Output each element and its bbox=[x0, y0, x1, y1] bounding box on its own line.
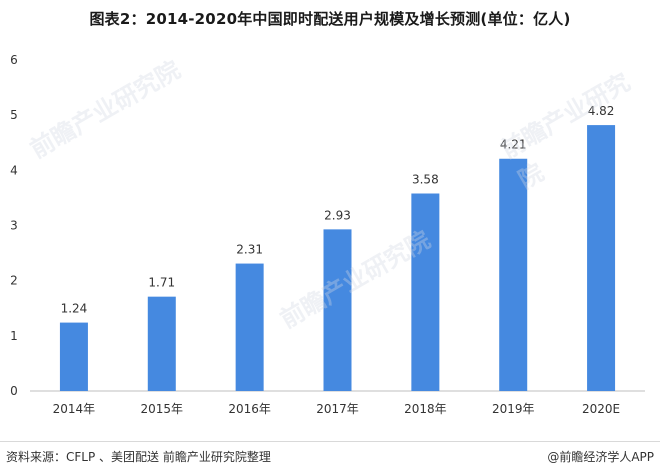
y-tick-label: 1 bbox=[10, 329, 18, 343]
bar-chart: 0 1 2 3 4 5 6 1.24 2014年 1.71 2015年 2.31 2016年 2.93 20… bbox=[10, 53, 645, 416]
data-label: 1.71 bbox=[148, 276, 175, 290]
source-note: 资料来源：CFLP 、美团配送 前瞻产业研究院整理 bbox=[6, 450, 271, 464]
data-label: 4.82 bbox=[588, 104, 615, 118]
bar bbox=[411, 193, 440, 391]
data-label: 3.58 bbox=[412, 173, 439, 187]
bar bbox=[147, 296, 176, 391]
y-tick-label: 6 bbox=[10, 53, 18, 67]
x-tick-label: 2017年 bbox=[316, 402, 359, 416]
bar bbox=[323, 229, 352, 391]
data-label: 2.93 bbox=[324, 208, 351, 222]
bar bbox=[59, 322, 88, 391]
chart-title: 图表2：2014-2020年中国即时配送用户规模及增长预测(单位：亿人) bbox=[89, 10, 571, 28]
footer: 资料来源：CFLP 、美团配送 前瞻产业研究院整理 @前瞻经济学人APP bbox=[0, 441, 660, 469]
y-tick-label: 3 bbox=[10, 219, 18, 233]
y-tick-label: 5 bbox=[10, 108, 18, 122]
data-label: 4.21 bbox=[500, 138, 527, 152]
bar bbox=[235, 263, 264, 391]
data-label: 2.31 bbox=[236, 243, 263, 257]
x-tick-label: 2020E bbox=[582, 402, 620, 416]
y-tick-label: 4 bbox=[10, 163, 18, 177]
bar bbox=[587, 125, 616, 391]
bar bbox=[499, 158, 528, 391]
x-tick-label: 2019年 bbox=[492, 402, 535, 416]
brand-credit: @前瞻经济学人APP bbox=[547, 450, 654, 464]
x-tick-label: 2018年 bbox=[404, 402, 447, 416]
x-tick-label: 2015年 bbox=[141, 402, 184, 416]
y-tick-label: 0 bbox=[10, 384, 18, 398]
data-label: 1.24 bbox=[61, 302, 88, 316]
x-tick-label: 2016年 bbox=[228, 402, 271, 416]
y-tick-label: 2 bbox=[10, 274, 18, 288]
x-tick-label: 2014年 bbox=[53, 402, 96, 416]
